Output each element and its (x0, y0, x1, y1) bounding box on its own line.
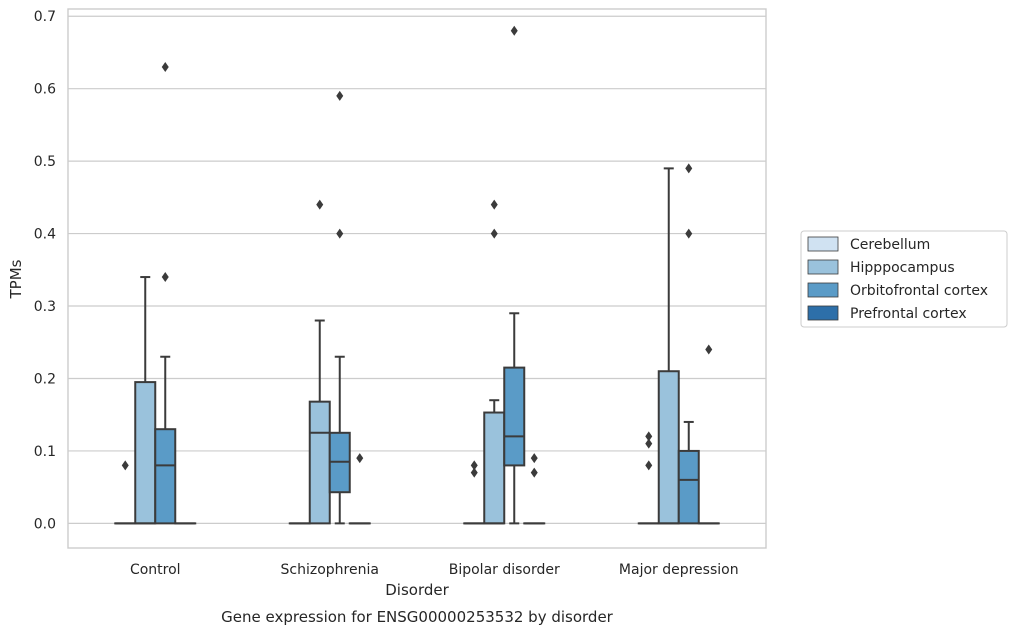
box-plot (483, 199, 506, 525)
outlier-point (161, 61, 169, 72)
plot-frame (67, 8, 767, 549)
x-tick-label: Control (130, 562, 181, 578)
box-plot (114, 460, 137, 525)
outlier-point (645, 438, 653, 449)
box-plot (154, 61, 177, 525)
box-plot (134, 276, 157, 525)
box (154, 428, 177, 525)
y-tick-label: 0.3 (34, 299, 56, 315)
y-tick-label: 0.5 (34, 154, 56, 170)
legend-label: Prefrontal cortex (850, 306, 967, 322)
box-plot (677, 163, 700, 525)
x-tick-label: Major depression (619, 562, 739, 578)
x-tick-labels: Control Schizophrenia Bipolar disorder Majo… (130, 562, 739, 578)
outlier-point (161, 272, 169, 283)
x-tick-label: Schizophrenia (281, 562, 379, 578)
box-plot (503, 25, 526, 525)
box-plots (114, 25, 720, 525)
outlier-point (510, 25, 518, 36)
legend-frame (800, 230, 1008, 328)
box (134, 381, 157, 525)
box (677, 449, 700, 525)
legend-swatch (807, 259, 839, 275)
outlier-point (685, 228, 693, 239)
box-plot (463, 460, 486, 525)
legend-items: Cerebellum Hipppocampus Orbitofrontal cort… (807, 236, 988, 322)
box-plot (523, 453, 546, 525)
outlier-point (645, 460, 653, 471)
y-axis-title: TPMs (7, 259, 25, 299)
box (503, 366, 526, 467)
y-tick-label: 0.7 (34, 9, 56, 25)
outlier-point (336, 90, 344, 101)
outlier-point (685, 163, 693, 174)
x-tick-label: Bipolar disorder (449, 562, 560, 578)
box (657, 370, 680, 525)
y-tick-label: 0.6 (34, 82, 56, 98)
legend-label: Hipppocampus (850, 260, 955, 276)
legend-swatch (807, 236, 839, 252)
legend-swatch (807, 282, 839, 298)
outlier-point (316, 199, 324, 210)
y-tick-label: 0.0 (34, 516, 56, 532)
y-tick-labels: 0.0 0.1 0.2 0.3 0.4 0.5 0.6 0.7 (34, 9, 56, 532)
box-plot (308, 199, 331, 525)
box-plot (697, 344, 720, 525)
box-plot (657, 167, 680, 525)
y-tick-label: 0.2 (34, 371, 56, 387)
box (483, 411, 506, 525)
box-plot (637, 431, 660, 525)
outlier-point (705, 344, 713, 355)
legend-label: Orbitofrontal cortex (850, 283, 988, 299)
y-tick-label: 0.1 (34, 444, 56, 460)
outlier-point (530, 467, 538, 478)
box (308, 400, 331, 525)
outlier-point (336, 228, 344, 239)
outlier-point (490, 199, 498, 210)
outlier-point (356, 453, 364, 464)
outlier-point (645, 431, 653, 442)
outlier-point (530, 453, 538, 464)
legend-swatch (807, 305, 839, 321)
outlier-point (470, 460, 478, 471)
outlier-point (121, 460, 129, 471)
x-axis-title: Disorder (385, 581, 449, 599)
y-tick-label: 0.4 (34, 227, 56, 243)
gridlines (68, 15, 766, 524)
legend: Cerebellum Hipppocampus Orbitofrontal cort… (800, 230, 1008, 328)
chart-title: Gene expression for ENSG00000253532 by d… (221, 608, 614, 626)
outlier-point (490, 228, 498, 239)
box-plot (348, 453, 371, 525)
box-plot (328, 90, 351, 525)
legend-label: Cerebellum (850, 237, 930, 253)
outlier-point (470, 467, 478, 478)
